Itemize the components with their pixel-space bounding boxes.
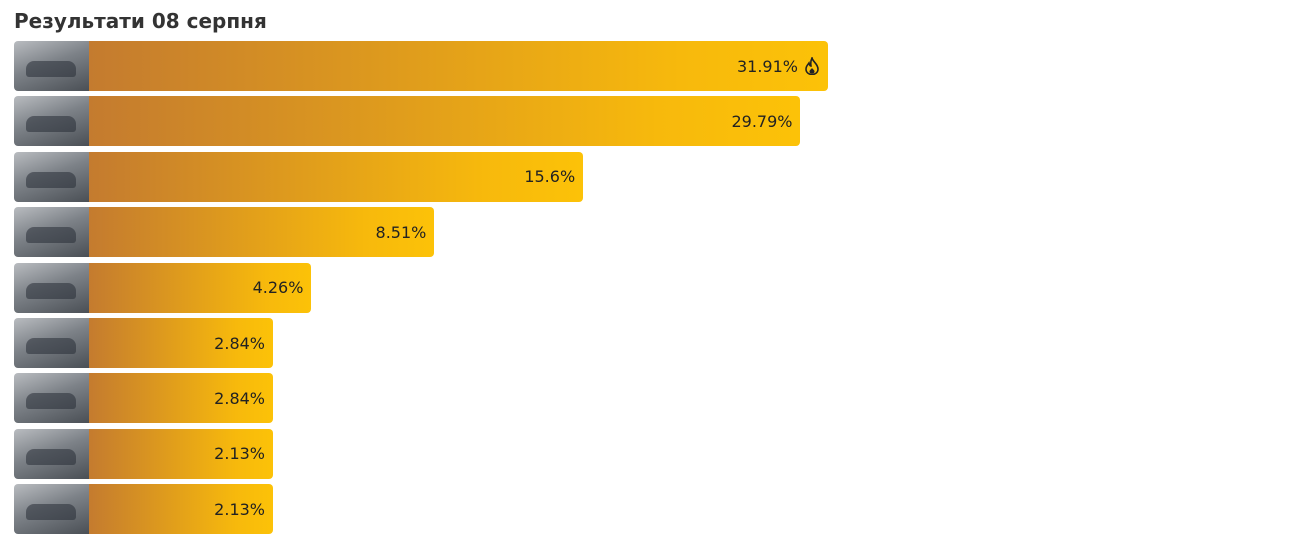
car-thumbnail (14, 96, 89, 147)
result-row: 31.91% (14, 41, 828, 91)
result-row: 8.51% (14, 207, 435, 258)
value-label: 2.84% (214, 333, 265, 353)
result-row: 2.13% (14, 428, 273, 479)
bar: 2.84% (89, 373, 273, 424)
value-label: 2.13% (214, 444, 265, 464)
bar: 8.51% (89, 207, 435, 258)
car-thumbnail (14, 484, 89, 535)
result-row: 2.84% (14, 318, 273, 368)
car-thumbnail (14, 428, 89, 479)
value-label: 2.84% (214, 388, 265, 408)
value-label: 29.79% (731, 111, 793, 131)
car-thumbnail (14, 262, 89, 313)
result-row: 15.6% (14, 151, 584, 202)
result-row: 4.26% (14, 262, 312, 313)
bar: 4.26% (89, 262, 312, 313)
result-row: 2.13% (14, 484, 273, 535)
bar: 2.13% (89, 428, 273, 479)
bar: 29.79% (89, 96, 801, 147)
car-thumbnail (14, 151, 89, 202)
value-label: 15.6% (524, 167, 576, 187)
bar: 31.91% (89, 41, 828, 91)
value-label: 8.51% (375, 222, 427, 242)
value-label: 4.26% (252, 278, 304, 298)
bar: 15.6% (89, 151, 584, 202)
car-thumbnail (14, 41, 89, 91)
car-thumbnail (14, 373, 89, 424)
chart-title: Результати 08 серпня (14, 9, 267, 33)
result-row: 2.84% (14, 373, 273, 424)
bar: 2.13% (89, 484, 273, 535)
fire-icon (805, 57, 819, 75)
result-row: 29.79% (14, 96, 801, 147)
car-thumbnail (14, 207, 89, 258)
car-thumbnail (14, 318, 89, 368)
value-label: 31.91% (736, 56, 798, 76)
value-label: 2.13% (214, 499, 265, 519)
bar: 2.84% (89, 318, 273, 368)
